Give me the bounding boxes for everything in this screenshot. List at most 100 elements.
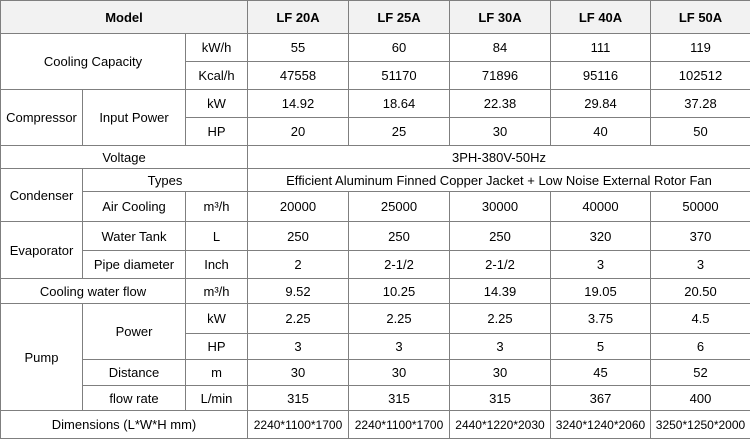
value-cell: 9.52 (248, 279, 349, 304)
model-name-lf40a: LF 40A (551, 1, 651, 34)
value-cell: 4.5 (651, 304, 750, 334)
unit-cell: m³/h (186, 279, 248, 304)
input-power-label: Input Power (83, 90, 186, 146)
value-cell: 60 (349, 34, 450, 62)
value-cell: 2240*1100*1700 (349, 411, 450, 439)
value-cell: 19.05 (551, 279, 651, 304)
air-cooling-label: Air Cooling (83, 192, 186, 222)
value-cell: 30000 (450, 192, 551, 222)
value-cell: 45 (551, 360, 651, 386)
types-label: Types (83, 169, 248, 192)
value-cell: 10.25 (349, 279, 450, 304)
types-value: Efficient Aluminum Finned Copper Jacket … (248, 169, 750, 192)
value-cell: 2.25 (450, 304, 551, 334)
value-cell: 315 (450, 386, 551, 411)
value-cell: 50000 (651, 192, 750, 222)
value-cell: 14.39 (450, 279, 551, 304)
header-row: Model LF 20A LF 25A LF 30A LF 40A LF 50A (1, 1, 750, 34)
dimensions-label: Dimensions (L*W*H mm) (1, 411, 248, 439)
model-name-lf20a: LF 20A (248, 1, 349, 34)
value-cell: 22.38 (450, 90, 551, 118)
row-cooling-water-flow: Cooling water flow m³/h 9.52 10.25 14.39… (1, 279, 750, 304)
unit-cell: L (186, 222, 248, 251)
value-cell: 50 (651, 118, 750, 146)
value-cell: 30 (450, 118, 551, 146)
value-cell: 51170 (349, 62, 450, 90)
unit-cell: L/min (186, 386, 248, 411)
value-cell: 3 (349, 334, 450, 360)
value-cell: 6 (651, 334, 750, 360)
value-cell: 367 (551, 386, 651, 411)
value-cell: 3.75 (551, 304, 651, 334)
model-name-lf30a: LF 30A (450, 1, 551, 34)
flow-rate-label: flow rate (83, 386, 186, 411)
unit-cell: Inch (186, 251, 248, 279)
row-condenser-air-cooling: Air Cooling m³/h 20000 25000 30000 40000… (1, 192, 750, 222)
value-cell: 370 (651, 222, 750, 251)
value-cell: 250 (349, 222, 450, 251)
cooling-water-flow-label: Cooling water flow (1, 279, 186, 304)
row-pump-flow-rate: flow rate L/min 315 315 315 367 400 (1, 386, 750, 411)
pipe-diameter-label: Pipe diameter (83, 251, 186, 279)
value-cell: 3 (551, 251, 651, 279)
evaporator-label: Evaporator (1, 222, 83, 279)
value-cell: 320 (551, 222, 651, 251)
value-cell: 2 (248, 251, 349, 279)
value-cell: 119 (651, 34, 750, 62)
value-cell: 3 (248, 334, 349, 360)
row-pump-distance: Distance m 30 30 30 45 52 (1, 360, 750, 386)
unit-cell: kW (186, 90, 248, 118)
distance-label: Distance (83, 360, 186, 386)
voltage-value: 3PH-380V-50Hz (248, 146, 750, 169)
unit-cell: Kcal/h (186, 62, 248, 90)
compressor-label: Compressor (1, 90, 83, 146)
unit-cell: HP (186, 334, 248, 360)
unit-cell: HP (186, 118, 248, 146)
pump-power-label: Power (83, 304, 186, 360)
value-cell: 84 (450, 34, 551, 62)
value-cell: 3240*1240*2060 (551, 411, 651, 439)
unit-cell: kW/h (186, 34, 248, 62)
row-cooling-capacity-kwh: Cooling Capacity kW/h 55 60 84 111 119 (1, 34, 750, 62)
row-dimensions: Dimensions (L*W*H mm) 2240*1100*1700 224… (1, 411, 750, 439)
value-cell: 55 (248, 34, 349, 62)
value-cell: 102512 (651, 62, 750, 90)
value-cell: 29.84 (551, 90, 651, 118)
value-cell: 71896 (450, 62, 551, 90)
row-compressor-kw: Compressor Input Power kW 14.92 18.64 22… (1, 90, 750, 118)
row-evaporator-water-tank: Evaporator Water Tank L 250 250 250 320 … (1, 222, 750, 251)
model-name-lf25a: LF 25A (349, 1, 450, 34)
unit-cell: kW (186, 304, 248, 334)
value-cell: 18.64 (349, 90, 450, 118)
value-cell: 2.25 (349, 304, 450, 334)
row-pump-power-kw: Pump Power kW 2.25 2.25 2.25 3.75 4.5 (1, 304, 750, 334)
value-cell: 400 (651, 386, 750, 411)
value-cell: 20 (248, 118, 349, 146)
value-cell: 40000 (551, 192, 651, 222)
value-cell: 14.92 (248, 90, 349, 118)
value-cell: 250 (248, 222, 349, 251)
condenser-label: Condenser (1, 169, 83, 222)
value-cell: 95116 (551, 62, 651, 90)
value-cell: 3 (450, 334, 551, 360)
model-name-lf50a: LF 50A (651, 1, 750, 34)
value-cell: 20.50 (651, 279, 750, 304)
value-cell: 315 (349, 386, 450, 411)
model-header-label: Model (1, 1, 248, 34)
row-voltage: Voltage 3PH-380V-50Hz (1, 146, 750, 169)
water-tank-label: Water Tank (83, 222, 186, 251)
value-cell: 52 (651, 360, 750, 386)
value-cell: 30 (450, 360, 551, 386)
value-cell: 25 (349, 118, 450, 146)
value-cell: 40 (551, 118, 651, 146)
value-cell: 30 (248, 360, 349, 386)
value-cell: 111 (551, 34, 651, 62)
value-cell: 25000 (349, 192, 450, 222)
value-cell: 3 (651, 251, 750, 279)
value-cell: 2240*1100*1700 (248, 411, 349, 439)
value-cell: 2-1/2 (349, 251, 450, 279)
value-cell: 2-1/2 (450, 251, 551, 279)
unit-cell: m³/h (186, 192, 248, 222)
value-cell: 3250*1250*2000 (651, 411, 750, 439)
